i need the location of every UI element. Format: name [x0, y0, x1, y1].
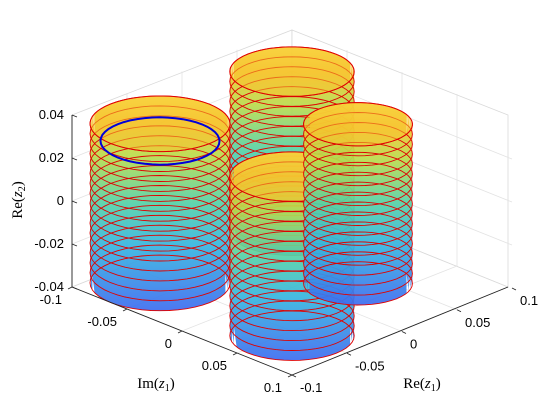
y-axis-label-main: Re	[403, 376, 420, 392]
y-tick-label: 0.1	[520, 293, 538, 308]
trajectory-ring	[303, 231, 413, 276]
x-tick-label: 0.1	[264, 380, 282, 395]
x-tick-label: 0	[165, 336, 172, 351]
x-tick	[287, 374, 293, 378]
tube-top-rim	[303, 102, 413, 147]
tube-top-rim	[229, 46, 355, 97]
z-tick-labels: 0.04 0.02 0 -0.02 -0.04	[34, 107, 78, 294]
trajectory-ring	[303, 261, 413, 306]
trajectory-ring	[303, 171, 413, 216]
y-tick	[401, 331, 407, 334]
y-tick-labels: -0.1 -0.05 0 0.05 0.1	[291, 287, 538, 395]
z-tick	[71, 286, 78, 290]
trajectory-ring	[229, 310, 355, 361]
y-tick-label: 0.05	[465, 315, 490, 330]
z-tick	[71, 114, 78, 118]
z-tick	[71, 157, 78, 161]
trajectory-ring	[303, 201, 413, 246]
y-axis-line	[291, 286, 509, 376]
z-axis-label-main: Re	[10, 202, 26, 219]
z-axis-label-sub: 2	[17, 186, 28, 191]
trajectory-ring	[303, 181, 413, 226]
trajectory-ring	[303, 251, 413, 296]
x-tick-label: 0.05	[202, 358, 227, 373]
y-tick	[511, 287, 517, 291]
tube-back	[89, 95, 231, 312]
y-tick	[291, 374, 297, 378]
y-tick	[346, 352, 352, 356]
z-tick	[71, 243, 78, 247]
trajectory-ring	[229, 290, 355, 342]
z-tick-label: -0.02	[34, 236, 64, 251]
x-tick-label: -0.05	[87, 314, 117, 329]
trajectory-ring	[303, 191, 413, 236]
y-axis-label-sub: 1	[431, 383, 436, 394]
y-tick-label: -0.05	[355, 358, 385, 373]
trajectory-ring	[303, 161, 413, 207]
tube-top-rim	[89, 95, 231, 153]
y-tick-label: -0.1	[300, 380, 322, 395]
x-tick	[177, 330, 183, 334]
z-tick-label: 0.02	[39, 150, 64, 165]
z-tick-label: 0	[57, 193, 64, 208]
surface-tubes	[89, 46, 413, 361]
tube-front	[303, 102, 413, 306]
x-tick	[67, 286, 73, 290]
y-axis-label: Re(z1)	[403, 376, 441, 394]
z-tick-label: -0.04	[34, 279, 64, 294]
trajectory-ring	[303, 141, 413, 187]
x-axis-label: Im(z1)	[137, 376, 175, 394]
y-tick-label: 0	[410, 337, 417, 352]
x-axis-label-main: Im	[137, 376, 154, 392]
x-tick-label: -0.1	[40, 292, 62, 307]
x-tick	[122, 308, 128, 312]
trajectory-ring	[303, 241, 413, 286]
x-tick-labels: -0.1 -0.05 0 0.05 0.1	[40, 286, 293, 395]
x-axis-label-sub: 1	[165, 383, 170, 394]
highlighted-orbit	[99, 116, 221, 166]
z-axis-label: Re(z2)	[10, 181, 28, 219]
z-tick-label: 0.04	[39, 107, 64, 122]
trajectory-ring	[303, 221, 413, 266]
z-tick	[71, 200, 78, 204]
trajectory-ring	[303, 151, 413, 197]
y-tick	[456, 309, 462, 313]
trajectory-ring	[229, 300, 355, 351]
x-tick	[232, 352, 238, 356]
trajectory-ring	[303, 211, 413, 256]
